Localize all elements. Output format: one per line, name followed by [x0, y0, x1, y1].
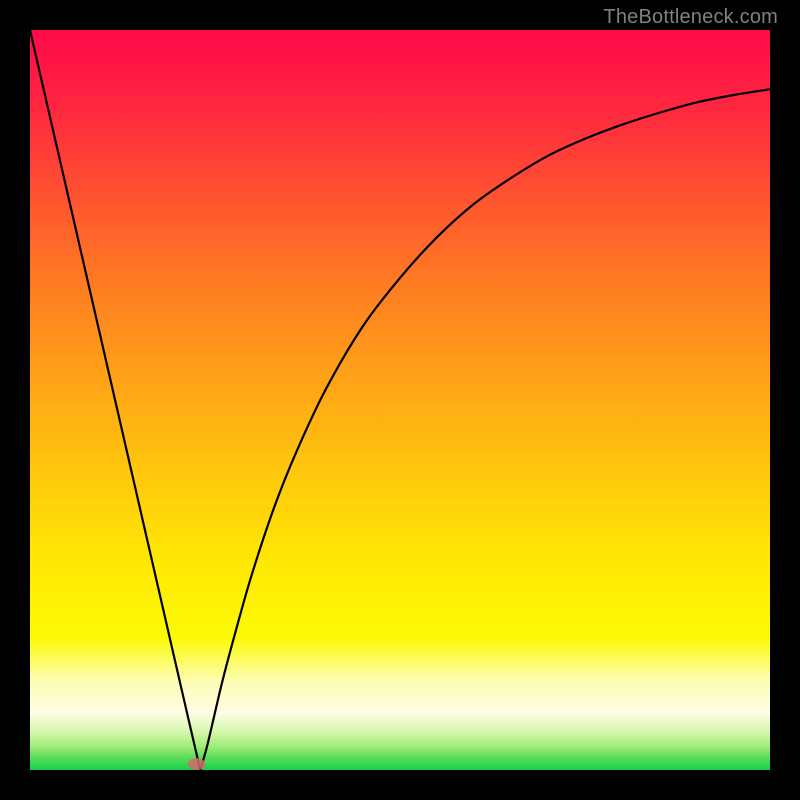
gradient-background: [30, 30, 770, 770]
optimum-marker: [188, 758, 206, 770]
watermark-text: TheBottleneck.com: [603, 6, 778, 29]
plot-svg: [30, 30, 770, 770]
plot-area: [30, 30, 770, 770]
